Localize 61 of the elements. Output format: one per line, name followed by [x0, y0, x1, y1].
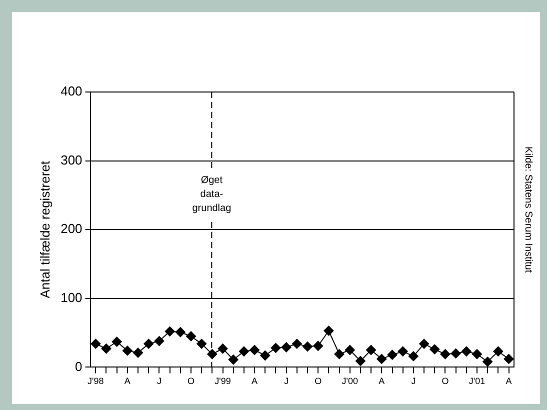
x-tick-label: J'98	[88, 376, 104, 386]
point	[461, 346, 472, 356]
point	[408, 351, 418, 362]
point	[504, 354, 514, 364]
point	[260, 350, 270, 361]
point	[250, 345, 260, 355]
x-tick-label: O	[314, 376, 322, 386]
point	[292, 338, 302, 349]
x-tick-label: O	[442, 376, 449, 386]
point	[164, 326, 175, 336]
point	[313, 340, 324, 351]
x-tick-label: J	[156, 376, 162, 386]
point	[344, 345, 355, 355]
point	[493, 346, 504, 356]
point	[482, 356, 493, 367]
point	[472, 349, 482, 360]
y-tick-label: 200	[60, 221, 82, 236]
point	[324, 326, 334, 336]
x-tick-label: A	[252, 376, 258, 386]
point	[175, 327, 186, 338]
point	[398, 346, 408, 356]
text: Kilde: Statens Serum Institut	[522, 146, 534, 273]
point	[112, 336, 122, 347]
point	[218, 344, 228, 354]
x-tick-label: J	[411, 376, 416, 386]
point	[101, 344, 112, 354]
point	[154, 336, 164, 346]
x-tick-label: J'01	[468, 376, 486, 386]
point	[281, 342, 292, 352]
x-tick-label: A	[378, 376, 385, 386]
point	[144, 338, 154, 349]
y-tick-label: 400	[60, 84, 82, 99]
point	[450, 348, 461, 358]
point	[90, 338, 101, 349]
point	[133, 348, 144, 358]
x-tick-label: J	[284, 376, 289, 386]
point	[228, 354, 238, 365]
x-tick-label: O	[187, 376, 194, 386]
point	[366, 345, 376, 355]
y-tick-label: 300	[60, 152, 82, 168]
x-tick-label: A	[506, 376, 512, 386]
point	[186, 331, 196, 342]
point	[238, 346, 249, 356]
point	[419, 338, 430, 349]
y-tick-label: 100	[60, 290, 82, 305]
point	[387, 350, 398, 360]
x-tick-label: A	[124, 376, 130, 386]
y-axis-title: Antal tilfælde registreret	[37, 160, 52, 298]
x-tick-label: J'00	[342, 376, 358, 386]
point	[122, 346, 132, 356]
y-tick-label: 0	[75, 358, 82, 374]
ref-line-label: Øget data-grundlag	[192, 174, 232, 214]
point	[376, 354, 387, 364]
point	[196, 338, 207, 349]
point	[334, 349, 344, 360]
point	[430, 344, 440, 354]
point	[270, 342, 281, 353]
point	[302, 342, 313, 352]
x-tick-label: J'99	[214, 376, 231, 386]
point	[355, 356, 366, 366]
point	[440, 349, 450, 360]
